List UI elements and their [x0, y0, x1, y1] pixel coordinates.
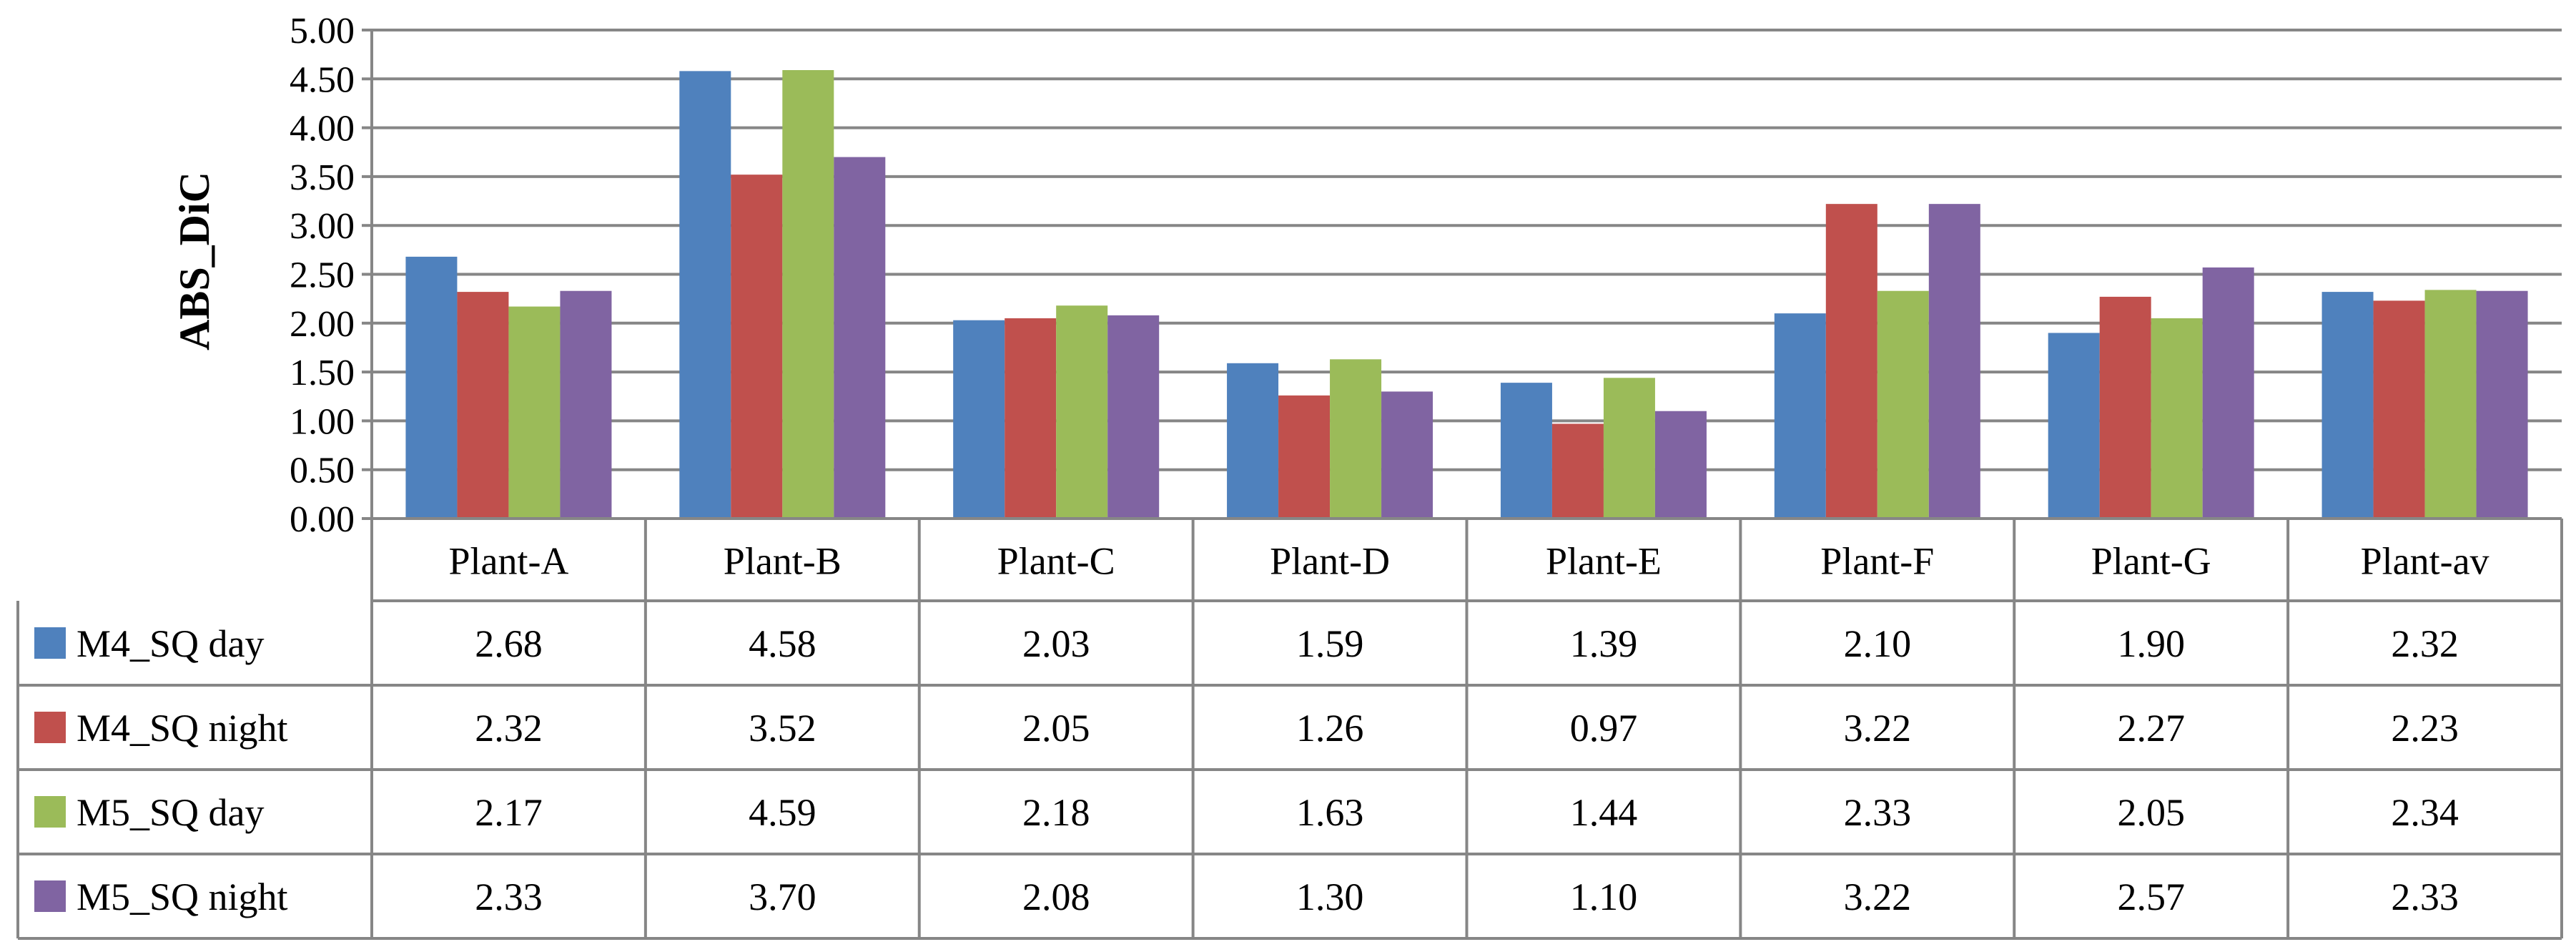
y-tick-label: 5.00	[290, 11, 355, 51]
table-cell-value: 2.18	[1022, 791, 1090, 834]
bar-m4-sq-night-plant-e	[1551, 423, 1604, 519]
x-tick-label: Plant-A	[448, 540, 568, 583]
bar-m4-sq-day-plant-b	[679, 71, 731, 519]
legend-swatch	[34, 880, 66, 912]
legend-label: M5_SQ day	[77, 791, 265, 834]
bar-m5-sq-night-plant-f	[1928, 204, 1980, 519]
bar-m4-sq-day-plant-e	[1500, 383, 1552, 519]
table-cell-value: 3.70	[749, 875, 816, 918]
x-tick-label: Plant-D	[1270, 540, 1390, 583]
y-tick-label: 3.00	[290, 206, 355, 247]
bar-m4-sq-night-plant-g	[2099, 296, 2151, 519]
y-tick-label: 4.00	[290, 109, 355, 149]
y-tick-label: 2.50	[290, 255, 355, 296]
bar-m5-sq-night-plant-a	[560, 290, 612, 519]
table-cell-value: 3.22	[1844, 707, 1912, 750]
bar-m5-sq-day-plant-g	[2151, 318, 2203, 519]
bar-m4-sq-night-plant-a	[457, 292, 509, 519]
legend-swatch	[34, 627, 66, 659]
y-tick-label: 3.50	[290, 157, 355, 198]
bar-m4-sq-day-plant-av	[2321, 292, 2374, 519]
bar-m4-sq-night-plant-b	[731, 175, 783, 519]
table-cell-value: 1.10	[1570, 875, 1638, 918]
table-cell-value: 2.08	[1022, 875, 1090, 918]
bar-m4-sq-day-plant-g	[2048, 333, 2100, 519]
bar-m5-sq-day-plant-av	[2424, 290, 2477, 519]
y-tick-label: 2.00	[290, 304, 355, 345]
table-cell-value: 2.03	[1022, 622, 1090, 665]
bar-m5-sq-night-plant-c	[1107, 315, 1160, 519]
y-tick-label: 1.00	[290, 401, 355, 442]
legend-label: M4_SQ night	[77, 707, 288, 750]
table-cell-value: 2.05	[1022, 707, 1090, 750]
table-cell-value: 1.44	[1570, 791, 1638, 834]
bar-m5-sq-night-plant-e	[1654, 411, 1707, 519]
bar-m5-sq-day-plant-c	[1056, 305, 1108, 519]
bar-m4-sq-night-plant-av	[2373, 300, 2425, 519]
table-cell-value: 2.23	[2391, 707, 2459, 750]
table-cell-value: 2.17	[475, 791, 543, 834]
bar-m5-sq-day-plant-f	[1877, 290, 1929, 519]
x-tick-label: Plant-G	[2091, 540, 2211, 583]
table-cell-value: 2.05	[2117, 791, 2185, 834]
table-cell-value: 0.97	[1570, 707, 1638, 750]
table-cell-value: 2.33	[2391, 875, 2459, 918]
x-tick-label: Plant-C	[997, 540, 1115, 583]
table-cell-value: 1.90	[2117, 622, 2185, 665]
bar-m4-sq-day-plant-c	[953, 320, 1005, 519]
bars	[405, 70, 2528, 519]
y-axis-label: ABS_DiC	[171, 172, 218, 350]
bar-m4-sq-day-plant-f	[1774, 313, 1826, 519]
x-tick-label: Plant-F	[1820, 540, 1934, 583]
bar-m4-sq-night-plant-f	[1825, 204, 1877, 519]
table-cell-value: 1.30	[1296, 875, 1364, 918]
table-cell-value: 3.22	[1844, 875, 1912, 918]
table-cell-value: 2.32	[475, 707, 543, 750]
table-cell-value: 1.59	[1296, 622, 1364, 665]
table-cell-value: 4.58	[749, 622, 816, 665]
bar-m5-sq-day-plant-b	[782, 70, 834, 519]
bar-m5-sq-day-plant-a	[508, 306, 561, 519]
table-cell-value: 2.68	[475, 622, 543, 665]
bar-m5-sq-night-plant-av	[2476, 290, 2528, 519]
bar-m4-sq-night-plant-c	[1005, 318, 1057, 519]
y-tick-label: 0.00	[290, 499, 355, 540]
table-cell-value: 2.10	[1844, 622, 1912, 665]
x-tick-label: Plant-E	[1546, 540, 1662, 583]
table-cell-value: 3.52	[749, 707, 816, 750]
table-cell-value: 4.59	[749, 791, 816, 834]
data-table: Plant-A Plant-B Plant-C Plant-D Plant-E Plant…	[16, 517, 2563, 940]
bar-m4-sq-day-plant-d	[1227, 363, 1279, 519]
table-cell-value: 1.63	[1296, 791, 1364, 834]
table-cell-value: 2.27	[2117, 707, 2185, 750]
axes: 0.00 0.50 1.00 1.50 2.00 2.50 3.00 3.50 4.00 4.50…	[290, 11, 373, 540]
legend-label: M4_SQ day	[77, 622, 265, 665]
bar-m5-sq-night-plant-g	[2202, 267, 2254, 519]
bar-m4-sq-day-plant-a	[405, 256, 458, 519]
bar-m5-sq-night-plant-d	[1381, 391, 1433, 519]
y-tick-label: 4.50	[290, 59, 355, 100]
table-cell-value: 2.33	[475, 875, 543, 918]
y-tick-label: 1.50	[290, 353, 355, 393]
bar-m5-sq-day-plant-e	[1603, 378, 1655, 519]
bar-m4-sq-night-plant-d	[1278, 395, 1331, 519]
table-cell-value: 2.33	[1844, 791, 1912, 834]
x-tick-label: Plant-B	[724, 540, 842, 583]
table-cell-value: 2.32	[2391, 622, 2459, 665]
table-cell-value: 1.39	[1570, 622, 1638, 665]
bar-m5-sq-night-plant-b	[834, 157, 886, 519]
table-cell-value: 1.26	[1296, 707, 1364, 750]
table-cell-value: 2.57	[2117, 875, 2185, 918]
bar-m5-sq-day-plant-d	[1330, 359, 1382, 519]
legend-swatch	[34, 712, 66, 743]
legend-label: M5_SQ night	[77, 875, 288, 918]
table-cell-value: 2.34	[2391, 791, 2459, 834]
x-tick-label: Plant-av	[2361, 540, 2489, 583]
y-tick-label: 0.50	[290, 451, 355, 491]
legend-swatch	[34, 796, 66, 828]
